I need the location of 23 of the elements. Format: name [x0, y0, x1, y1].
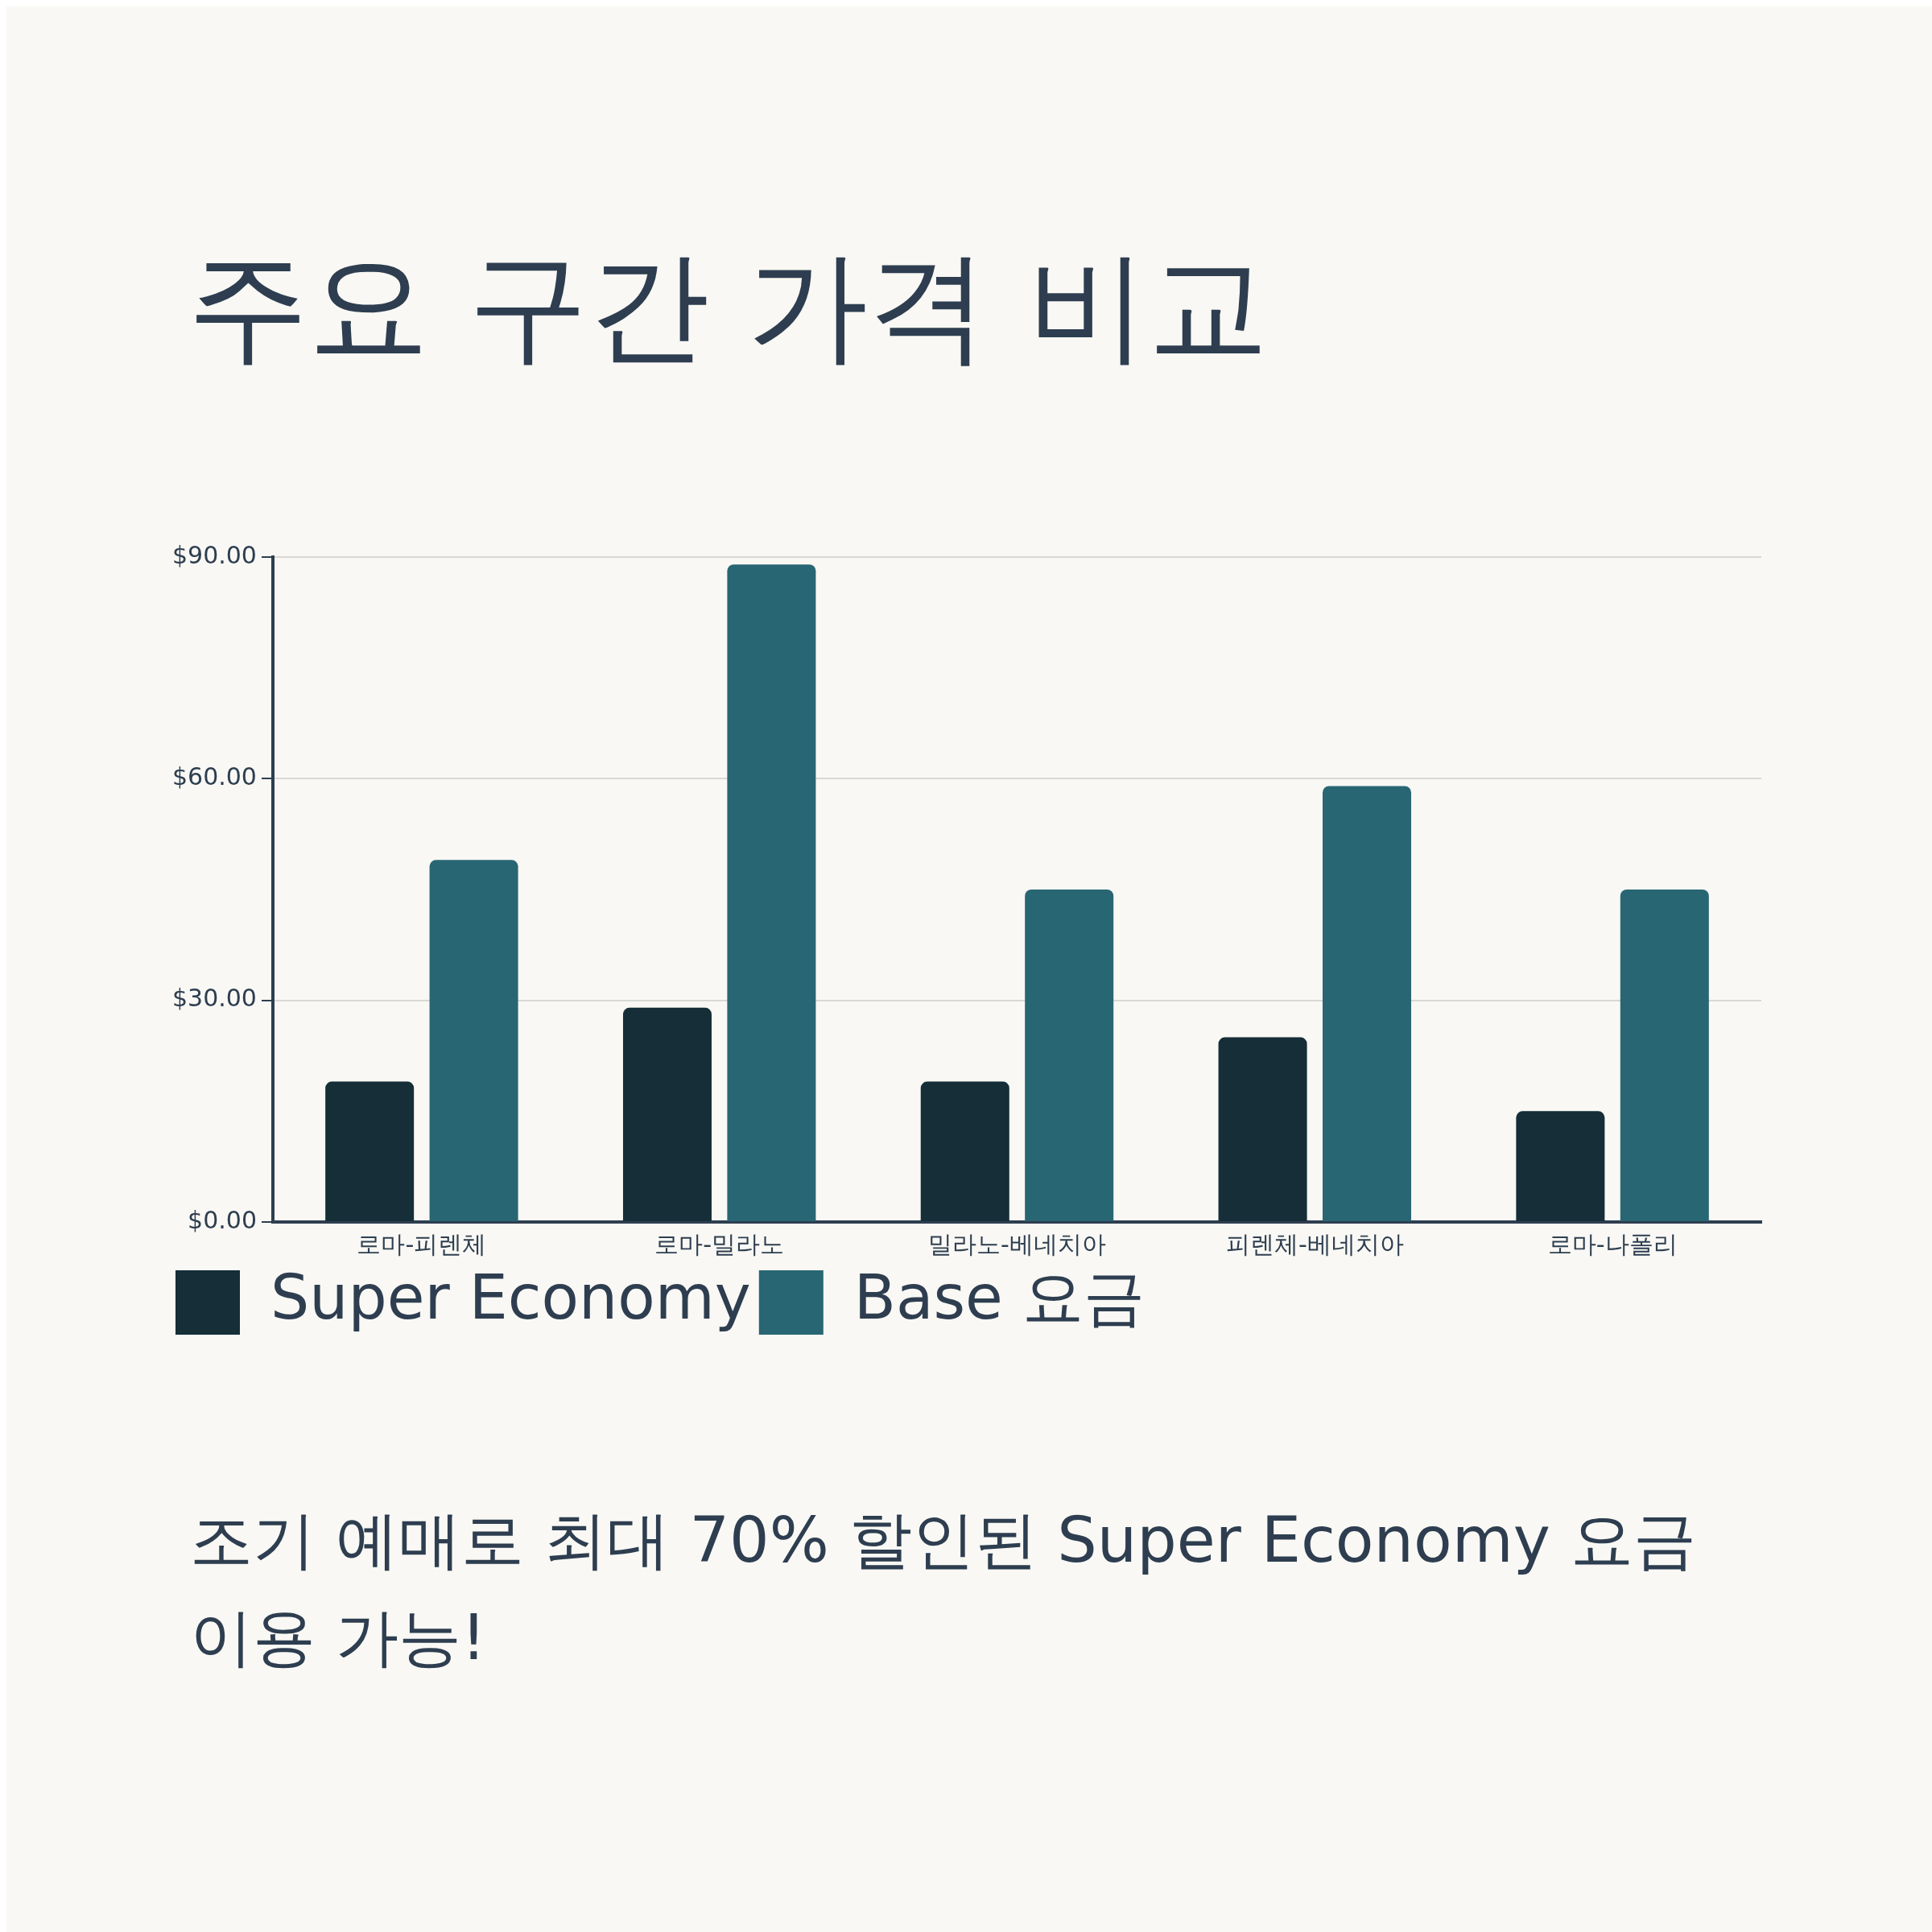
y-tick-label: $30.00: [171, 984, 257, 1013]
bar: [920, 1081, 1009, 1221]
x-tick-label: 로마-밀라노: [654, 1229, 785, 1258]
chart-title: 주요 구간 가격 비교: [188, 236, 1269, 376]
bar: [325, 1081, 415, 1221]
y-tick-label: $60.00: [171, 762, 257, 791]
x-tick-label: 로마-나폴리: [1547, 1229, 1678, 1258]
y-tick-label: $90.00: [171, 540, 257, 569]
bar: [1323, 786, 1412, 1221]
legend-label: Super Economy: [270, 1261, 751, 1333]
bar: [1620, 890, 1709, 1221]
bar: [1516, 1111, 1605, 1221]
bar: [622, 1007, 712, 1221]
x-tick-label: 밀라노-베네치아: [928, 1229, 1106, 1258]
bar: [1218, 1037, 1307, 1221]
legend-label: Base 요금: [853, 1261, 1146, 1333]
x-tick-label: 로마-피렌체: [357, 1229, 487, 1258]
bar: [727, 564, 816, 1221]
text: 조기 예매로 최대 70% 할인된 Super Economy 요금 이용 가능!: [190, 1503, 1697, 1675]
bar: [429, 860, 518, 1221]
y-tick-label: $0.00: [188, 1205, 257, 1234]
x-tick-label: 피렌체-베네치아: [1225, 1229, 1404, 1258]
bar: [1025, 890, 1114, 1221]
